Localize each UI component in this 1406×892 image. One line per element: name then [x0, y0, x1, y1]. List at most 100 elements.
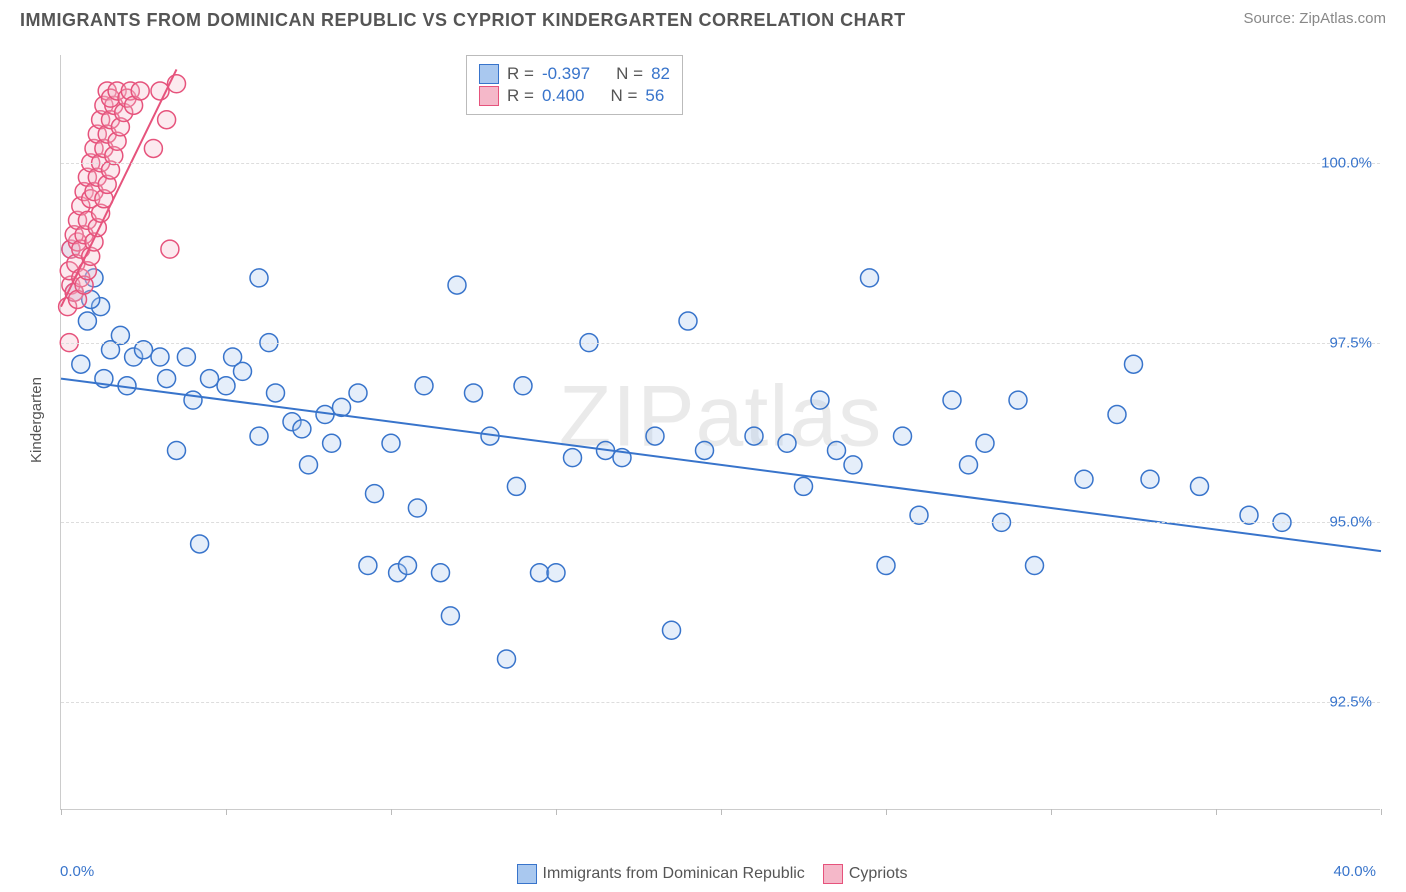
- n-label: N =: [616, 64, 643, 84]
- data-point: [679, 312, 697, 330]
- data-point: [696, 441, 714, 459]
- data-point: [976, 434, 994, 452]
- data-point: [1075, 470, 1093, 488]
- data-point: [177, 348, 195, 366]
- x-tick: [721, 809, 722, 815]
- data-point: [547, 564, 565, 582]
- data-point: [448, 276, 466, 294]
- gridline: [61, 702, 1380, 703]
- data-point: [1108, 406, 1126, 424]
- r-label: R =: [507, 64, 534, 84]
- data-point: [828, 441, 846, 459]
- data-point: [646, 427, 664, 445]
- data-point: [1191, 477, 1209, 495]
- data-point: [663, 621, 681, 639]
- legend-stat-row: R = -0.397 N = 82: [479, 64, 670, 84]
- data-point: [960, 456, 978, 474]
- gridline: [61, 522, 1380, 523]
- data-point: [507, 477, 525, 495]
- data-point: [745, 427, 763, 445]
- data-point: [465, 384, 483, 402]
- legend-swatch: [479, 86, 499, 106]
- legend-series: Immigrants from Dominican Republic Cyprio…: [0, 864, 1406, 884]
- y-tick-label: 97.5%: [1329, 334, 1372, 351]
- plot-area: ZIPatlas 92.5%95.0%97.5%100.0%: [60, 55, 1380, 810]
- data-point: [359, 557, 377, 575]
- data-point: [795, 477, 813, 495]
- legend-series-label: Cypriots: [849, 865, 908, 882]
- data-point: [399, 557, 417, 575]
- data-point: [72, 355, 90, 373]
- data-point: [349, 384, 367, 402]
- data-point: [877, 557, 895, 575]
- data-point: [293, 420, 311, 438]
- x-tick: [391, 809, 392, 815]
- x-tick: [1051, 809, 1052, 815]
- data-point: [432, 564, 450, 582]
- gridline: [61, 163, 1380, 164]
- data-point: [1141, 470, 1159, 488]
- data-point: [184, 391, 202, 409]
- scatter-svg: [61, 55, 1380, 809]
- data-point: [382, 434, 400, 452]
- data-point: [943, 391, 961, 409]
- x-max-label: 40.0%: [1333, 863, 1376, 880]
- data-point: [366, 485, 384, 503]
- legend-swatch: [517, 864, 537, 884]
- data-point: [564, 449, 582, 467]
- data-point: [151, 348, 169, 366]
- data-point: [894, 427, 912, 445]
- x-tick: [556, 809, 557, 815]
- data-point: [1026, 557, 1044, 575]
- x-tick: [61, 809, 62, 815]
- legend-series-label: Immigrants from Dominican Republic: [543, 865, 805, 882]
- data-point: [158, 370, 176, 388]
- data-point: [168, 441, 186, 459]
- data-point: [234, 362, 252, 380]
- n-value: 82: [651, 64, 670, 84]
- data-point: [778, 434, 796, 452]
- gridline: [61, 343, 1380, 344]
- data-point: [267, 384, 285, 402]
- data-point: [217, 377, 235, 395]
- x-tick: [226, 809, 227, 815]
- n-value: 56: [645, 86, 664, 106]
- r-value: -0.397: [542, 64, 590, 84]
- data-point: [408, 499, 426, 517]
- y-tick-label: 100.0%: [1321, 154, 1372, 171]
- data-point: [811, 391, 829, 409]
- data-point: [201, 370, 219, 388]
- chart-title: IMMIGRANTS FROM DOMINICAN REPUBLIC VS CY…: [20, 10, 906, 31]
- data-point: [191, 535, 209, 553]
- data-point: [158, 111, 176, 129]
- data-point: [415, 377, 433, 395]
- data-point: [144, 139, 162, 157]
- source-label: Source: ZipAtlas.com: [1243, 10, 1386, 27]
- data-point: [300, 456, 318, 474]
- x-tick: [886, 809, 887, 815]
- data-point: [250, 427, 268, 445]
- x-tick: [1216, 809, 1217, 815]
- r-label: R =: [507, 86, 534, 106]
- data-point: [323, 434, 341, 452]
- y-tick-label: 95.0%: [1329, 514, 1372, 531]
- y-tick-label: 92.5%: [1329, 694, 1372, 711]
- y-axis-label: Kindergarten: [28, 377, 45, 463]
- data-point: [531, 564, 549, 582]
- data-point: [844, 456, 862, 474]
- n-label: N =: [610, 86, 637, 106]
- data-point: [1125, 355, 1143, 373]
- data-point: [131, 82, 149, 100]
- data-point: [78, 312, 96, 330]
- data-point: [161, 240, 179, 258]
- x-tick: [1381, 809, 1382, 815]
- legend-stats: R =-0.397N =82R =0.400N =56: [466, 55, 683, 115]
- r-value: 0.400: [542, 86, 585, 106]
- legend-swatch: [479, 64, 499, 84]
- data-point: [1009, 391, 1027, 409]
- data-point: [498, 650, 516, 668]
- data-point: [441, 607, 459, 625]
- data-point: [514, 377, 532, 395]
- data-point: [250, 269, 268, 287]
- data-point: [861, 269, 879, 287]
